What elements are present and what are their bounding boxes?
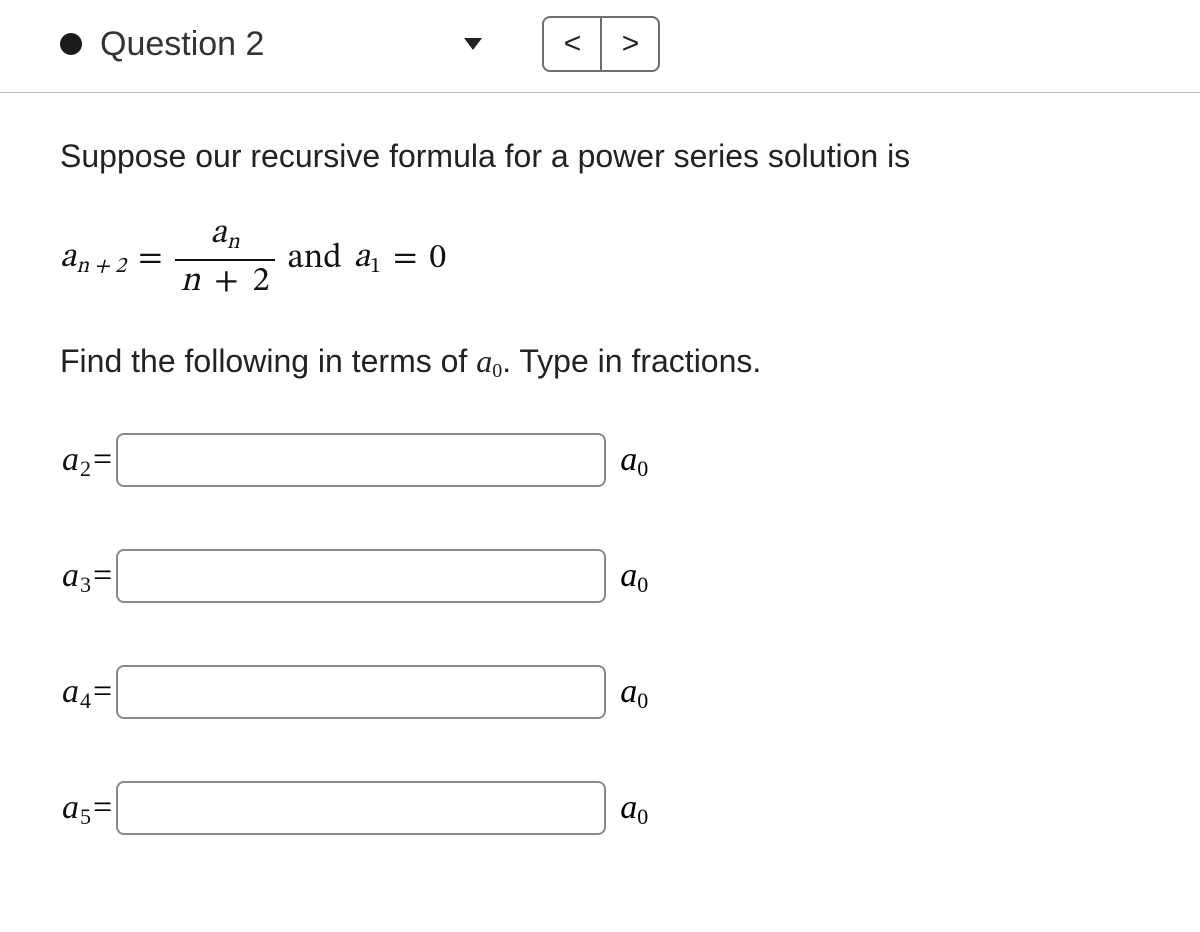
answer-trail: a0 bbox=[620, 441, 648, 479]
answer-label-var: a bbox=[62, 789, 79, 827]
answer-label-var: a bbox=[62, 441, 79, 479]
question-dropdown-caret-icon[interactable] bbox=[464, 38, 482, 50]
answer-row: a5 = a0 bbox=[62, 781, 1140, 835]
answer-trail-var: a bbox=[620, 441, 637, 478]
question-title: Question 2 bbox=[100, 25, 264, 64]
formula-lhs: an + 2 bbox=[60, 237, 126, 281]
question-header: Question 2 < > bbox=[0, 0, 1200, 93]
equals-sign: = bbox=[93, 789, 112, 827]
problem-intro-text: Suppose our recursive formula for a powe… bbox=[60, 133, 1140, 179]
fraction-bar bbox=[175, 259, 276, 261]
formula-lhs-var: a bbox=[60, 241, 76, 275]
recursive-formula: an + 2 = an n + 2 and a1 = 0 bbox=[60, 217, 1140, 301]
cond-val: 0 bbox=[429, 238, 446, 281]
question-status-bullet bbox=[60, 33, 82, 55]
instruction-text: Find the following in terms of a0. Type … bbox=[60, 343, 1140, 383]
answer-input-a2[interactable] bbox=[116, 433, 606, 487]
equals-sign: = bbox=[93, 673, 112, 711]
answer-trail-var: a bbox=[620, 789, 637, 826]
answer-row: a3 = a0 bbox=[62, 549, 1140, 603]
answer-trail-sub: 0 bbox=[637, 804, 648, 829]
answer-label: a2 bbox=[62, 441, 91, 479]
answer-label-sub: 2 bbox=[80, 456, 91, 482]
formula-fraction: an n + 2 bbox=[175, 217, 276, 301]
answer-input-a5[interactable] bbox=[116, 781, 606, 835]
answer-trail-var: a bbox=[620, 557, 637, 594]
answer-input-a3[interactable] bbox=[116, 549, 606, 603]
frac-den-k: 2 bbox=[253, 265, 270, 299]
instruction-var: a bbox=[476, 343, 492, 379]
answer-trail-sub: 0 bbox=[637, 688, 648, 713]
question-body: Suppose our recursive formula for a powe… bbox=[0, 93, 1200, 835]
frac-den-var: n bbox=[181, 265, 201, 299]
equals-sign: = bbox=[93, 557, 112, 595]
answer-label-sub: 4 bbox=[80, 688, 91, 714]
answer-row: a2 = a0 bbox=[62, 433, 1140, 487]
answer-trail-var: a bbox=[620, 673, 637, 710]
answer-label-sub: 3 bbox=[80, 572, 91, 598]
next-question-button[interactable]: > bbox=[600, 16, 660, 72]
formula-condition: a1 bbox=[354, 237, 381, 281]
instruction-post: . Type in fractions. bbox=[502, 343, 761, 379]
formula-lhs-sub: n + 2 bbox=[76, 256, 126, 278]
answer-row: a4 = a0 bbox=[62, 665, 1140, 719]
answer-label-var: a bbox=[62, 673, 79, 711]
answer-label-var: a bbox=[62, 557, 79, 595]
answer-trail: a0 bbox=[620, 673, 648, 711]
instruction-sub: 0 bbox=[492, 360, 502, 382]
answer-label: a4 bbox=[62, 673, 91, 711]
cond-var: a bbox=[354, 241, 370, 275]
instruction-pre: Find the following in terms of bbox=[60, 343, 476, 379]
frac-den-plus: + bbox=[208, 265, 244, 299]
question-nav: < > bbox=[542, 16, 660, 72]
answer-input-a4[interactable] bbox=[116, 665, 606, 719]
answer-trail-sub: 0 bbox=[637, 456, 648, 481]
formula-eq: = bbox=[138, 238, 162, 281]
answer-label-sub: 5 bbox=[80, 804, 91, 830]
answer-trail: a0 bbox=[620, 789, 648, 827]
answers-list: a2 = a0 a3 = a0 a4 = a0 bbox=[60, 433, 1140, 835]
frac-num-sub: n bbox=[227, 232, 240, 254]
answer-trail-sub: 0 bbox=[637, 572, 648, 597]
cond-eq: = bbox=[393, 238, 417, 281]
answer-trail: a0 bbox=[620, 557, 648, 595]
formula-and: and bbox=[287, 238, 341, 281]
cond-sub: 1 bbox=[370, 256, 381, 278]
frac-num-var: a bbox=[211, 217, 227, 251]
equals-sign: = bbox=[93, 441, 112, 479]
answer-label: a3 bbox=[62, 557, 91, 595]
prev-question-button[interactable]: < bbox=[542, 16, 602, 72]
answer-label: a5 bbox=[62, 789, 91, 827]
